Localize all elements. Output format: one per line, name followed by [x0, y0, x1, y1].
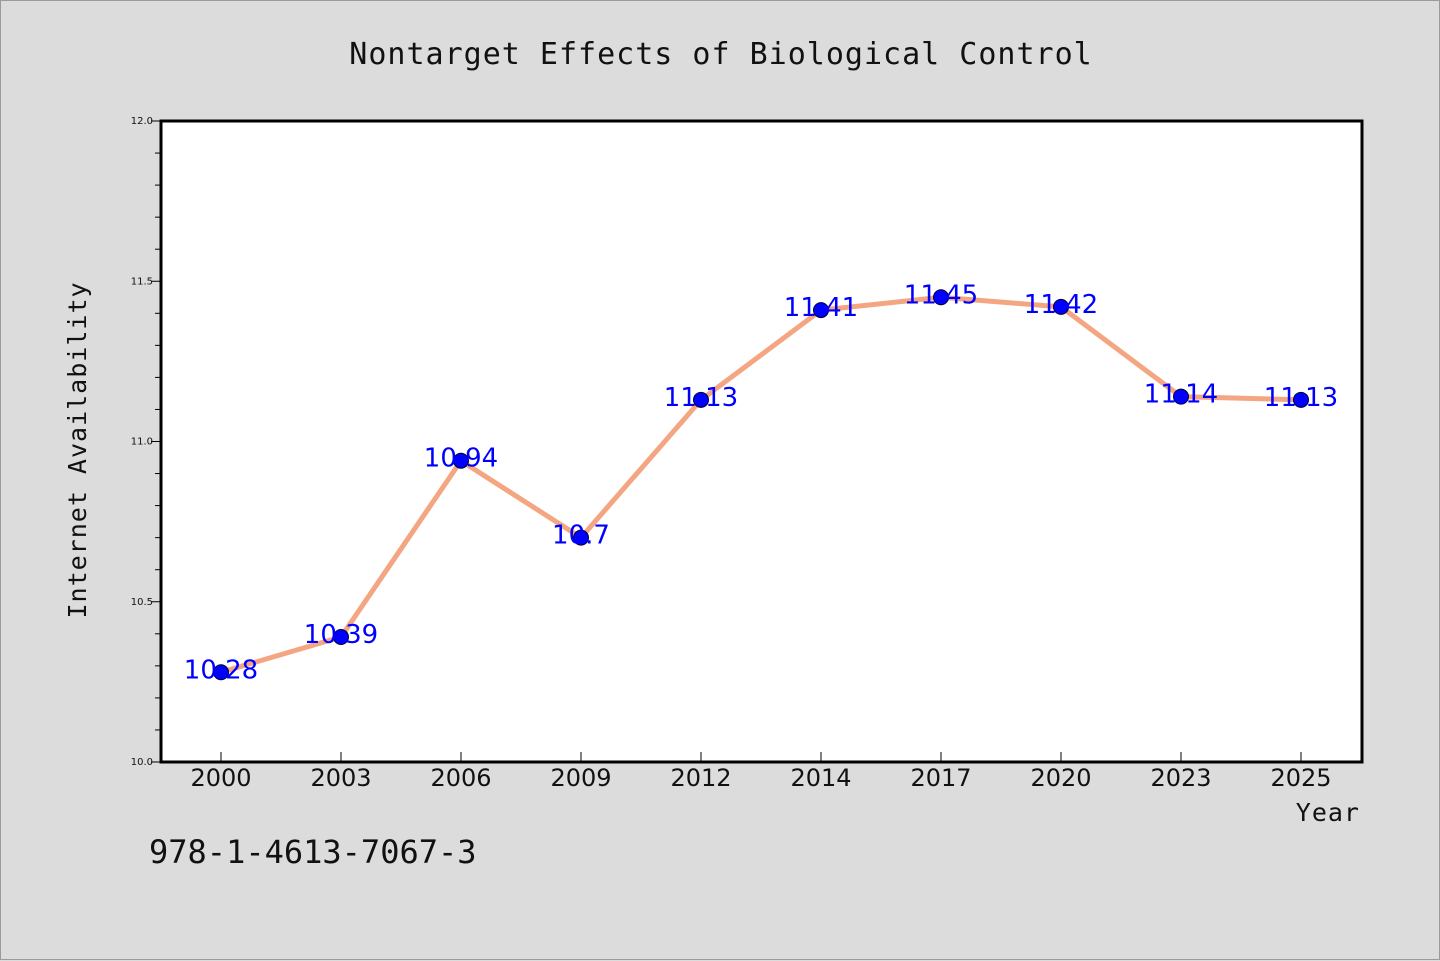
plot-area — [159, 119, 1364, 764]
data-label: 11.13 — [1264, 383, 1338, 413]
data-label: 10.7 — [552, 521, 610, 551]
data-label: 11.42 — [1024, 290, 1098, 320]
x-tick-label: 2014 — [790, 764, 851, 792]
data-point — [333, 629, 349, 646]
series-line — [218, 294, 1304, 675]
data-label: 11.14 — [1144, 380, 1218, 410]
data-label: 10.28 — [184, 655, 258, 685]
data-label: 10.39 — [304, 620, 378, 650]
y-tick-label: 11.5 — [131, 276, 153, 287]
x-tick-label: 2000 — [190, 764, 251, 792]
x-tick-label: 2006 — [430, 764, 491, 792]
isbn-text: 978-1-4613-7067-3 — [149, 833, 477, 871]
data-point — [453, 452, 469, 469]
series-group: 10.28 10.39 10.94 10.7 11.13 11.41 11.45 11.42 1… — [184, 280, 1338, 685]
data-point — [1053, 298, 1069, 315]
x-tick-label: 2020 — [1030, 764, 1091, 792]
x-tick-label: 2017 — [910, 764, 971, 792]
data-label: 11.45 — [904, 280, 978, 310]
x-tick-label: 2003 — [310, 764, 371, 792]
data-point — [813, 302, 829, 319]
chart-title: Nontarget Effects of Biological Control — [349, 37, 1092, 72]
data-label: 11.13 — [664, 383, 738, 413]
x-tick-label: 2012 — [670, 764, 731, 792]
y-axis-ticks: 10.0 10.5 11.0 11.5 12.0 — [131, 116, 161, 768]
x-tick-label: 2009 — [550, 764, 611, 792]
data-label: 11.41 — [784, 293, 858, 323]
y-tick-label: 10.0 — [131, 757, 153, 768]
data-point — [1293, 391, 1309, 408]
x-tick-label: 2025 — [1270, 764, 1331, 792]
x-tick-label: 2023 — [1150, 764, 1211, 792]
x-axis-ticks: 2000 2003 2006 2009 2012 2014 2017 2020 2023 2025 — [190, 752, 1332, 792]
data-label: 10.94 — [424, 444, 498, 474]
data-point — [213, 664, 229, 681]
y-tick-label: 10.5 — [131, 597, 153, 608]
y-axis-label: Internet Availability — [63, 281, 92, 618]
data-point — [693, 391, 709, 408]
data-point — [1173, 388, 1189, 405]
y-tick-label: 11.0 — [131, 437, 153, 448]
data-point — [573, 529, 589, 546]
x-axis-label: Year — [1296, 798, 1360, 827]
y-tick-label: 12.0 — [131, 116, 153, 127]
data-point — [933, 289, 949, 306]
